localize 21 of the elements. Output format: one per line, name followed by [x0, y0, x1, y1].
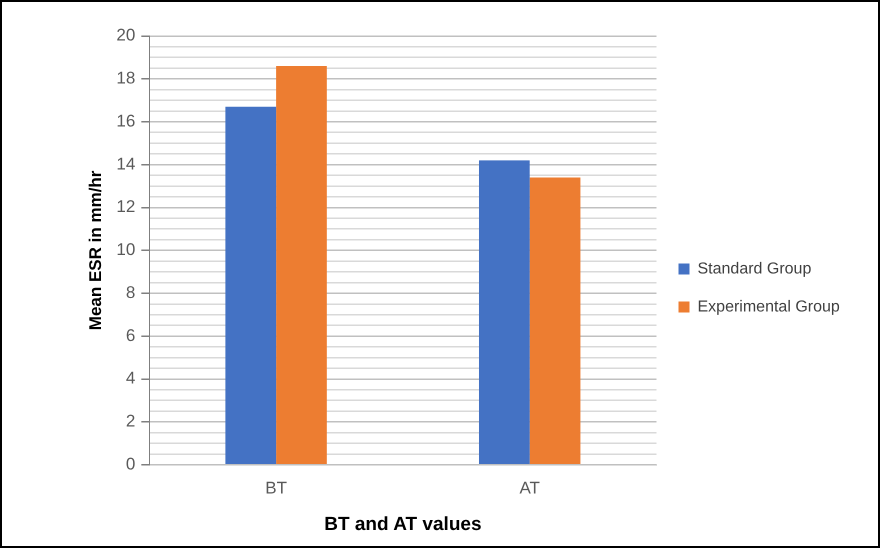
- bar: [225, 106, 276, 464]
- x-tick-label: BT: [265, 478, 287, 498]
- bar: [276, 66, 327, 464]
- y-tick-label: 16: [116, 111, 136, 130]
- y-tick-label: 18: [116, 68, 136, 88]
- bar: [478, 160, 530, 464]
- x-tick-label: AT: [519, 478, 540, 498]
- y-tick-label: 2: [126, 412, 136, 431]
- legend-label: Standard Group: [698, 260, 812, 278]
- y-tick-label: 4: [126, 368, 136, 388]
- y-tick-label: 12: [116, 197, 136, 216]
- y-tick-label: 10: [116, 240, 136, 260]
- legend-label: Experimental Group: [698, 298, 840, 316]
- y-axis-title: Mean ESR in mm/hr: [86, 170, 105, 330]
- x-axis-title: BT and AT values: [324, 514, 482, 535]
- y-tick-label: 6: [126, 326, 136, 345]
- y-tick-label: 0: [126, 454, 136, 474]
- y-tick-label: 8: [126, 282, 136, 302]
- y-tick-label: 20: [116, 26, 136, 45]
- bar: [530, 178, 580, 464]
- y-tick-label: 14: [116, 154, 136, 174]
